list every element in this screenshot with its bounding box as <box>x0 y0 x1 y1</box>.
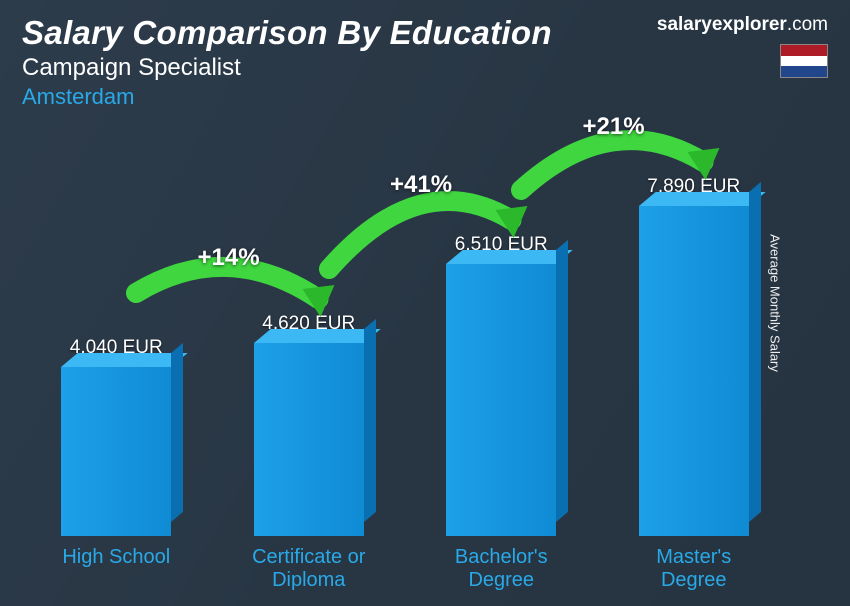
bar-chart: 4,040 EURHigh School4,620 EURCertificate… <box>20 134 790 594</box>
category-label: High School <box>62 546 170 594</box>
bar <box>446 264 556 536</box>
category-label: Bachelor'sDegree <box>455 546 548 594</box>
bar <box>254 343 364 536</box>
bar <box>639 206 749 536</box>
category-label: Certificate orDiploma <box>252 546 365 594</box>
flag-icon <box>780 44 828 78</box>
brand-logo: salaryexplorer.com <box>657 14 828 36</box>
flag-stripe <box>781 66 827 77</box>
category-label: Master'sDegree <box>656 546 731 594</box>
chart-column: 4,620 EURCertificate orDiploma <box>213 134 406 594</box>
chart-column: 4,040 EURHigh School <box>20 134 213 594</box>
subtitle-city: Amsterdam <box>22 84 828 110</box>
flag-stripe <box>781 45 827 56</box>
chart-column: 7,890 EURMaster'sDegree <box>598 134 791 594</box>
subtitle-role: Campaign Specialist <box>22 54 828 82</box>
flag-stripe <box>781 56 827 67</box>
bar <box>61 367 171 536</box>
chart-column: 6,510 EURBachelor'sDegree <box>405 134 598 594</box>
